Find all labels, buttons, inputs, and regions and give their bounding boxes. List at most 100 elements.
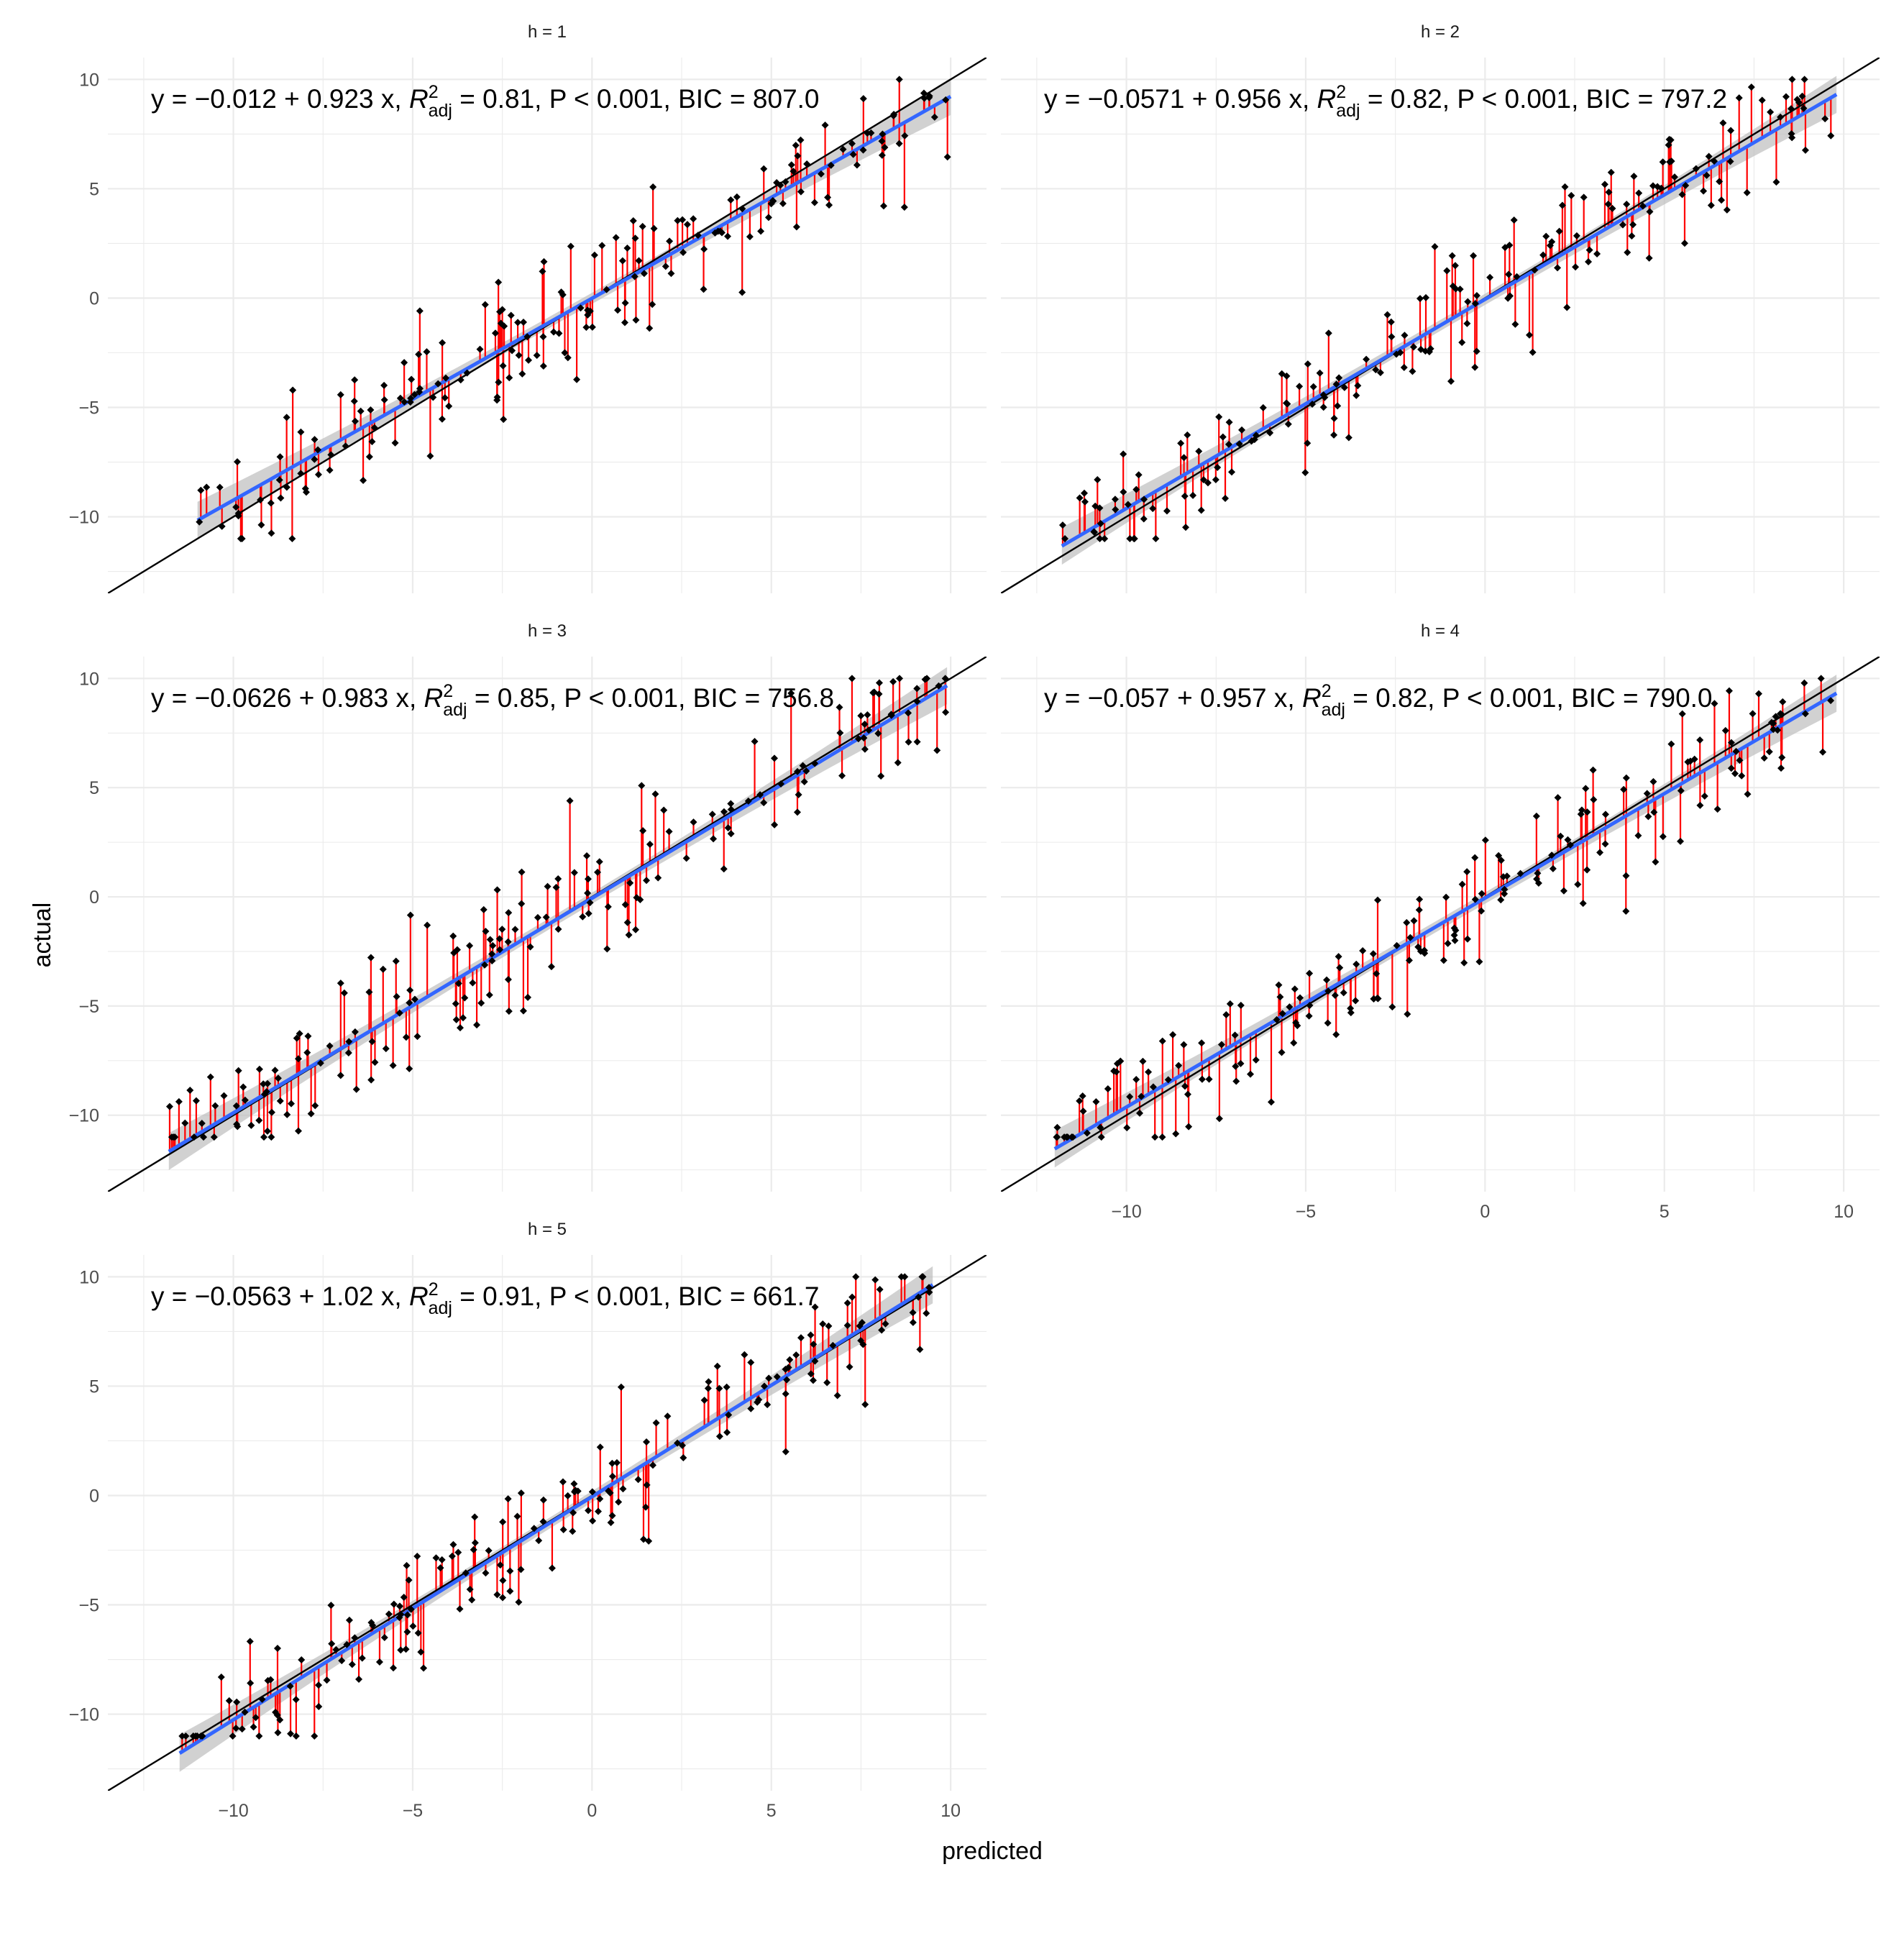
data-point bbox=[595, 858, 603, 866]
data-point bbox=[590, 251, 598, 259]
data-point bbox=[1678, 710, 1686, 718]
data-point bbox=[277, 494, 285, 502]
data-point bbox=[288, 1100, 296, 1108]
data-point bbox=[232, 1725, 240, 1732]
data-point bbox=[344, 1049, 352, 1057]
data-point bbox=[925, 1284, 933, 1292]
data-point bbox=[1639, 202, 1647, 210]
data-point bbox=[708, 811, 716, 818]
data-point bbox=[1090, 528, 1098, 536]
data-point bbox=[585, 1507, 592, 1515]
r-squared-subscript: adj bbox=[429, 1298, 452, 1318]
data-point bbox=[1369, 950, 1377, 958]
data-point bbox=[407, 394, 415, 402]
data-point bbox=[878, 137, 886, 145]
data-point bbox=[525, 356, 533, 364]
bic-text: BIC = 790.0 bbox=[1571, 683, 1712, 713]
x-tick-label: −10 bbox=[1111, 1202, 1141, 1222]
data-point bbox=[371, 1059, 379, 1067]
data-point bbox=[515, 351, 523, 359]
data-point bbox=[882, 1320, 889, 1328]
data-point bbox=[217, 1673, 225, 1681]
data-point bbox=[500, 322, 508, 330]
data-point bbox=[449, 932, 457, 940]
data-point bbox=[843, 1299, 851, 1307]
data-point bbox=[390, 1664, 398, 1672]
data-point bbox=[887, 711, 895, 719]
data-point bbox=[350, 397, 358, 405]
data-point bbox=[438, 415, 446, 423]
data-point bbox=[792, 142, 800, 150]
data-point bbox=[274, 1074, 282, 1082]
data-point bbox=[1696, 801, 1704, 809]
data-point bbox=[783, 1376, 791, 1384]
data-point bbox=[771, 821, 779, 828]
data-point bbox=[1580, 193, 1588, 201]
data-point bbox=[461, 994, 469, 1002]
data-point bbox=[1788, 76, 1796, 83]
data-point bbox=[1630, 173, 1638, 181]
data-point bbox=[1393, 941, 1401, 949]
data-point bbox=[1076, 1097, 1084, 1105]
data-point bbox=[232, 1102, 240, 1110]
data-point bbox=[1778, 754, 1786, 762]
data-point bbox=[639, 222, 646, 230]
data-point bbox=[1222, 495, 1230, 503]
data-point bbox=[307, 1110, 315, 1118]
panel-2: h = 2 y = −0.0571 + 0.956 x, R2 adj = 0.82… bbox=[1001, 22, 1880, 593]
data-point bbox=[1292, 1018, 1300, 1026]
data-point bbox=[1622, 908, 1630, 916]
data-point bbox=[1199, 476, 1207, 484]
data-point bbox=[769, 197, 777, 205]
y-tick-label: −5 bbox=[78, 398, 99, 419]
data-point bbox=[311, 436, 319, 444]
data-point bbox=[1353, 391, 1360, 399]
data-point bbox=[365, 988, 373, 996]
data-point bbox=[1404, 1010, 1411, 1018]
data-point bbox=[877, 772, 885, 780]
data-point bbox=[1195, 447, 1203, 455]
data-point bbox=[406, 999, 413, 1007]
data-point bbox=[294, 1127, 302, 1135]
data-point bbox=[1267, 1098, 1275, 1106]
data-point bbox=[1727, 127, 1735, 134]
bic-text: BIC = 756.8 bbox=[693, 683, 834, 713]
data-point bbox=[1080, 489, 1088, 497]
data-point bbox=[654, 874, 662, 882]
data-point bbox=[267, 1133, 275, 1141]
data-point bbox=[198, 1120, 206, 1128]
r-squared-subscript: adj bbox=[1336, 101, 1360, 121]
data-point bbox=[473, 1021, 481, 1029]
data-point bbox=[1684, 758, 1692, 766]
data-point bbox=[764, 1401, 772, 1409]
data-point bbox=[482, 928, 490, 936]
data-point bbox=[1788, 129, 1795, 137]
data-point bbox=[1185, 1123, 1193, 1131]
x-axis-title: predicted bbox=[942, 1837, 1043, 1865]
data-point bbox=[878, 151, 886, 159]
data-point bbox=[1250, 436, 1258, 444]
data-point bbox=[1727, 764, 1735, 772]
data-point bbox=[462, 1569, 470, 1577]
data-point bbox=[540, 257, 548, 265]
data-point bbox=[1126, 1093, 1134, 1101]
data-point bbox=[1335, 953, 1342, 961]
data-point bbox=[794, 767, 802, 775]
data-point bbox=[1473, 291, 1480, 299]
data-point bbox=[1442, 893, 1450, 901]
data-point bbox=[504, 938, 512, 946]
data-point bbox=[1252, 1056, 1260, 1064]
data-point bbox=[1604, 200, 1612, 208]
data-point bbox=[913, 685, 921, 693]
data-point bbox=[1659, 158, 1667, 166]
data-point bbox=[1319, 403, 1327, 411]
data-point bbox=[858, 1319, 866, 1327]
equation-text: y = −0.0626 + 0.983 x, bbox=[151, 683, 424, 713]
data-point bbox=[613, 1458, 621, 1466]
data-point bbox=[1692, 165, 1700, 173]
data-point bbox=[342, 442, 349, 450]
data-point bbox=[650, 224, 658, 232]
data-point bbox=[810, 1341, 818, 1348]
data-point bbox=[396, 394, 404, 402]
